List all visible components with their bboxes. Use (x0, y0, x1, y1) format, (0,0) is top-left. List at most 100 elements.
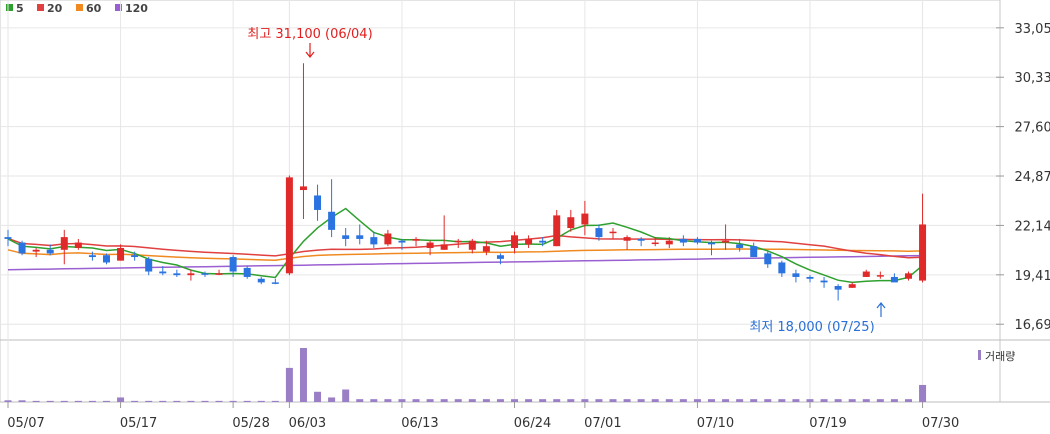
candle-body (806, 276, 814, 279)
volume-bar (722, 399, 730, 402)
y-tick-label: 30,330 (1015, 71, 1050, 86)
candle-body (243, 267, 251, 277)
volume-bar (665, 399, 673, 402)
candle-body (581, 213, 589, 225)
x-tick-label: 06/24 (514, 416, 551, 431)
candle-body (159, 271, 167, 274)
volume-bar (778, 399, 786, 402)
volume-bar (637, 399, 645, 402)
volume-bar (496, 399, 504, 402)
volume-bar (356, 399, 364, 402)
volume-bar (595, 399, 603, 402)
candle-body (792, 273, 800, 277)
x-tick-label: 07/01 (584, 416, 621, 431)
x-tick-label: 07/30 (922, 416, 959, 431)
candle-body (412, 238, 420, 241)
volume-bar (145, 400, 153, 402)
candle-body (299, 186, 307, 191)
candle-body (426, 242, 434, 248)
high-arrowhead (305, 51, 315, 58)
candle-body (848, 284, 856, 288)
candle-body (18, 242, 26, 254)
candle-body (454, 240, 462, 243)
volume-bar (426, 399, 434, 402)
volume-bar (314, 391, 322, 402)
ma5-line (7, 207, 924, 284)
candle-body (919, 224, 927, 281)
volume-bar (609, 399, 617, 402)
y-tick-label: 22,146 (1015, 219, 1050, 234)
volume-bar (539, 399, 547, 402)
volume-bar (74, 400, 82, 402)
x-tick-label: 07/19 (809, 416, 846, 431)
y-tick-label: 27,602 (1015, 121, 1050, 136)
volume-legend: 거래량 (978, 350, 1015, 363)
candle-body (46, 249, 54, 254)
candle-body (88, 255, 96, 258)
volume-bar (876, 399, 884, 402)
volume-bar (890, 399, 898, 402)
candle-body (609, 231, 617, 234)
volume-bar (173, 400, 181, 402)
candle-body (722, 240, 730, 243)
volume-bar (623, 399, 631, 402)
volume-bar (243, 400, 251, 402)
candle-body (117, 247, 125, 261)
candle-body (525, 238, 533, 245)
candle-body (539, 240, 547, 243)
candle-body (285, 177, 293, 274)
candle-body (693, 238, 701, 243)
candle-body (370, 237, 378, 245)
candle-body (145, 258, 153, 272)
volume-legend-swatch (978, 350, 981, 360)
candle-body (651, 242, 659, 245)
volume-bar (834, 399, 842, 402)
candle-body (496, 255, 504, 259)
x-tick-label: 06/03 (289, 416, 326, 431)
moving-averages (7, 207, 924, 284)
volume-bar (468, 399, 476, 402)
candle-body (567, 217, 575, 229)
candles (4, 63, 927, 301)
candle-body (440, 244, 448, 250)
candle-body (468, 240, 476, 250)
legend-label-20: 20 (47, 2, 63, 15)
volume-bar (159, 400, 167, 402)
candle-body (4, 237, 12, 239)
volume-bar (848, 399, 856, 402)
legend-swatch-20 (37, 4, 44, 11)
volume-bar (511, 399, 519, 402)
y-tick-label: 19,418 (1015, 269, 1050, 284)
candle-body (904, 273, 912, 279)
volume-bar (201, 400, 209, 402)
candle-body (890, 276, 898, 283)
candle-body (131, 255, 139, 258)
volume-bar (567, 399, 575, 402)
volume-bar (342, 389, 350, 402)
x-tick-label: 06/13 (401, 416, 438, 431)
volume-legend-label: 거래량 (985, 350, 1015, 363)
candle-body (862, 271, 870, 277)
candle-body (328, 211, 336, 230)
candle-body (834, 286, 842, 290)
candle-body (778, 262, 786, 274)
volume-bar (32, 400, 40, 402)
low-label: 최저 18,000 (07/25) (749, 320, 874, 335)
volume-bar (299, 348, 307, 402)
candle-body (511, 235, 519, 248)
candle-body (187, 273, 195, 276)
ma20-line (7, 234, 923, 259)
candle-body (595, 228, 603, 238)
legend-label-120: 120 (125, 2, 148, 15)
y-tick-label: 33,058 (1015, 22, 1050, 37)
volume-bar (708, 399, 715, 402)
volume-bar (18, 400, 26, 402)
candle-body (257, 278, 265, 283)
volume-bar (46, 400, 54, 402)
candle-body (750, 246, 758, 258)
volume-bar (88, 400, 96, 402)
x-tick-label: 07/10 (697, 416, 734, 431)
candle-body (764, 253, 772, 265)
volume-bar (60, 400, 68, 402)
